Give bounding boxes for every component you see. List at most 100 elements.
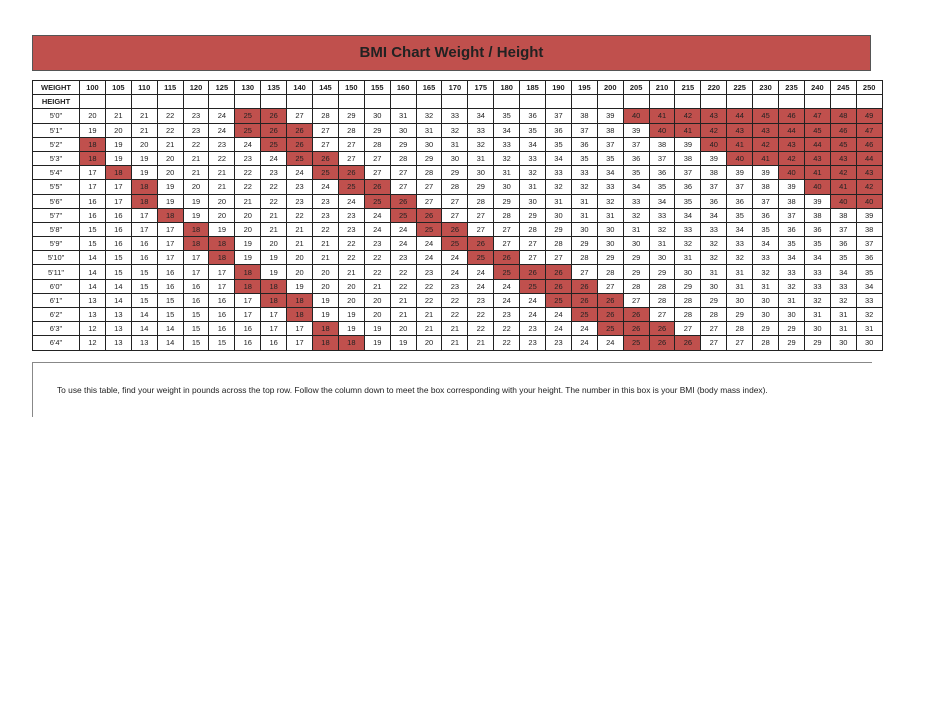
bmi-cell: 21	[415, 321, 443, 337]
bmi-cell: 33	[493, 136, 521, 152]
bmi-cell: 34	[752, 236, 780, 252]
bmi-cell: 21	[441, 321, 469, 337]
bmi-cell: 30	[596, 236, 624, 252]
empty-cell	[778, 94, 805, 110]
bmi-cell: 15	[130, 292, 158, 309]
bmi-cell: 43	[700, 108, 728, 124]
bmi-cell: 33	[803, 278, 831, 294]
bmi-cell: 25	[389, 207, 417, 223]
bmi-cell: 43	[752, 122, 780, 138]
bmi-cell: 36	[700, 193, 728, 209]
bmi-cell: 23	[312, 193, 339, 209]
bmi-cell: 17	[156, 221, 184, 238]
bmi-cell: 22	[363, 264, 391, 280]
bmi-cell: 38	[752, 179, 780, 195]
empty-cell	[363, 94, 391, 110]
bmi-cell: 21	[389, 292, 417, 309]
table-row: 5'6" 16 17 18 19 19 20 21 22 23 23 24 25 26 27 27 28 29 30…	[32, 193, 883, 209]
bmi-cell: 22	[260, 193, 288, 209]
bmi-cell: 24	[493, 278, 521, 294]
bmi-cell: 40	[803, 179, 831, 195]
bmi-cell: 26	[363, 179, 391, 195]
bmi-cell: 31	[803, 306, 831, 323]
bmi-cell: 26	[570, 278, 598, 294]
bmi-cell: 18	[208, 250, 236, 266]
bmi-cell: 41	[803, 165, 831, 181]
bmi-cell: 26	[286, 122, 314, 138]
bmi-cell: 17	[156, 236, 184, 252]
bmi-cell: 36	[829, 236, 857, 252]
bmi-cell: 18	[260, 292, 288, 309]
bmi-cell: 29	[596, 250, 624, 266]
bmi-cell: 28	[700, 306, 728, 323]
bmi-cell: 39	[596, 108, 624, 124]
bmi-cell: 21	[208, 165, 236, 181]
bmi-cell: 27	[363, 165, 391, 181]
bmi-cell: 20	[260, 236, 288, 252]
bmi-cell: 26	[337, 165, 365, 181]
bmi-cell: 44	[726, 108, 754, 124]
bmi-cell: 25	[545, 292, 572, 309]
bmi-cell: 33	[778, 264, 805, 280]
bmi-cell: 19	[337, 306, 365, 323]
bmi-cell: 29	[700, 292, 728, 309]
bmi-cell: 24	[260, 150, 288, 167]
bmi-cell: 24	[208, 122, 236, 138]
bmi-cell: 20	[130, 136, 158, 152]
bmi-cell: 31	[829, 321, 857, 337]
bmi-cell: 14	[79, 250, 106, 266]
bmi-cell: 28	[389, 150, 417, 167]
bmi-cell: 46	[829, 122, 857, 138]
bmi-cell: 34	[519, 136, 547, 152]
bmi-cell: 25	[596, 321, 624, 337]
empty-cell	[752, 94, 780, 110]
bmi-cell: 29	[622, 250, 650, 266]
empty-cell	[286, 94, 314, 110]
bmi-cell: 29	[674, 278, 702, 294]
bmi-cell: 18	[182, 236, 210, 252]
table-row: 6'2" 13 13 14 15 15 16 17 17 18 19 19 20 21 21 22 22 23 24…	[32, 306, 883, 323]
bmi-cell: 27	[467, 207, 495, 223]
bmi-cell: 28	[752, 335, 780, 351]
bmi-cell: 45	[829, 136, 857, 152]
bmi-cell: 31	[726, 278, 754, 294]
bmi-cell: 31	[570, 193, 598, 209]
height-label: 5'9"	[32, 236, 80, 252]
bmi-cell: 18	[337, 335, 365, 351]
bmi-cell: 18	[208, 236, 236, 252]
bmi-cell: 24	[389, 236, 417, 252]
bmi-cell: 46	[778, 108, 805, 124]
weight-header: 155	[363, 79, 391, 96]
table-row: 5'9" 15 16 16 17 18 18 19 20 21 21 22 23 24 24 25 26 27 27…	[32, 236, 883, 252]
bmi-cell: 17	[182, 264, 210, 280]
bmi-cell: 42	[674, 108, 702, 124]
bmi-cell: 29	[778, 321, 805, 337]
bmi-cell: 38	[803, 207, 831, 223]
bmi-cell: 25	[519, 278, 547, 294]
bmi-cell: 36	[674, 179, 702, 195]
bmi-cell: 27	[622, 292, 650, 309]
bmi-cell: 17	[234, 306, 262, 323]
height-label: 5'3"	[32, 150, 80, 167]
bmi-cell: 34	[803, 250, 831, 266]
bmi-cell: 21	[130, 108, 158, 124]
bmi-cell: 15	[182, 306, 210, 323]
bmi-cell: 18	[79, 136, 106, 152]
bmi-cell: 45	[803, 122, 831, 138]
bmi-cell: 30	[519, 193, 547, 209]
bmi-cell: 31	[622, 221, 650, 238]
empty-cell	[312, 94, 339, 110]
bmi-cell: 22	[389, 264, 417, 280]
bmi-cell: 26	[545, 278, 572, 294]
bmi-cell: 27	[441, 207, 469, 223]
bmi-cell: 32	[829, 292, 857, 309]
weight-header: 160	[389, 79, 417, 96]
bmi-cell: 24	[208, 108, 236, 124]
bmi-cell: 32	[467, 136, 495, 152]
table-row: 5'7" 16 16 17 18 19 20 20 21 22 23 23 24 25 26 27 27 28 29…	[32, 207, 883, 223]
bmi-cell: 30	[752, 306, 780, 323]
bmi-cell: 25	[337, 179, 365, 195]
bmi-cell: 30	[389, 122, 417, 138]
bmi-cell: 25	[493, 264, 521, 280]
bmi-cell: 31	[441, 136, 469, 152]
